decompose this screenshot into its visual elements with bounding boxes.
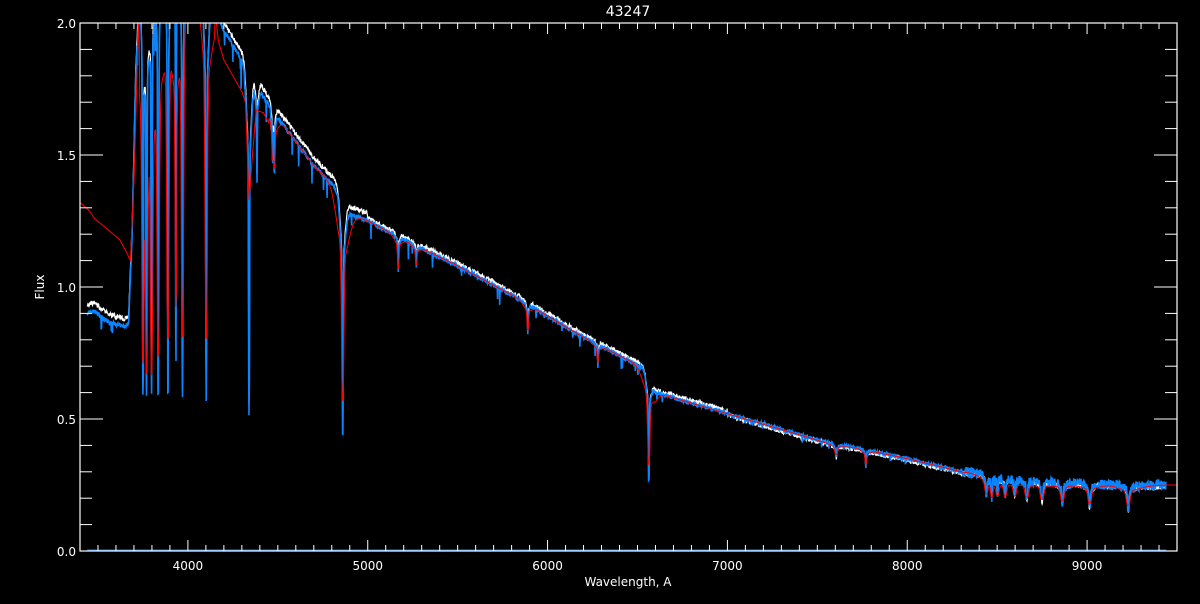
y-tick-label: 0.5: [57, 413, 76, 427]
x-tick-label: 9000: [1072, 559, 1103, 573]
x-axis-label: Wavelength, A: [584, 575, 672, 589]
y-axis-label: Flux: [33, 275, 47, 300]
x-tick-label: 8000: [892, 559, 923, 573]
axis-ticks: [79, 22, 1178, 552]
x-tick-label: 7000: [712, 559, 743, 573]
plot-frame: [79, 22, 1178, 552]
x-tick-label: 4000: [173, 559, 204, 573]
chart-title: 43247: [606, 4, 651, 20]
y-tick-label: 2.0: [57, 17, 76, 31]
y-tick-label: 0.0: [57, 545, 76, 559]
series-red-line: [80, 23, 1177, 506]
y-tick-label: 1.0: [57, 281, 76, 295]
series-blue-line: [86, 23, 1167, 513]
x-tick-label: 5000: [352, 559, 383, 573]
x-tick-label: 6000: [532, 559, 563, 573]
y-tick-label: 1.5: [57, 149, 76, 163]
x-tick-labels: 4000 5000 6000 7000 8000 9000: [173, 559, 1103, 573]
plot-area: [80, 23, 1177, 551]
y-tick-labels: 0.0 0.5 1.0 1.5 2.0: [57, 17, 76, 559]
